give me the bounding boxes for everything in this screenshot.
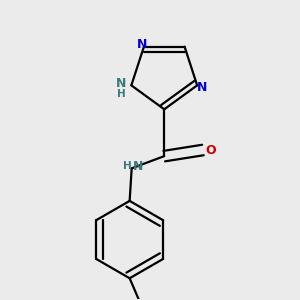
Text: N: N — [197, 81, 207, 94]
Text: H: H — [117, 89, 125, 99]
Text: N: N — [137, 38, 147, 51]
Text: N: N — [116, 77, 126, 90]
Text: O: O — [205, 143, 216, 157]
Text: N: N — [133, 160, 143, 173]
Text: H: H — [123, 161, 132, 171]
